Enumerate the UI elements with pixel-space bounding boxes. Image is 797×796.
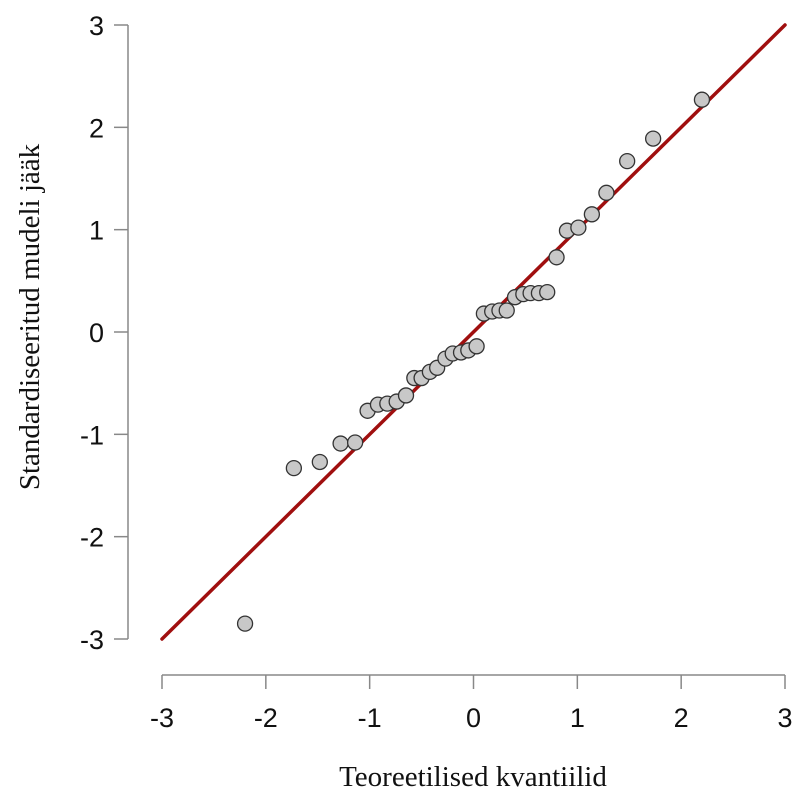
data-point bbox=[346, 434, 364, 451]
data-point bbox=[548, 249, 565, 266]
x-tick-label: 2 bbox=[674, 703, 689, 733]
y-axis-title: Standardiseeritud mudeli jääk bbox=[14, 143, 46, 490]
y-tick-label: -2 bbox=[80, 523, 104, 553]
y-tick-label: 1 bbox=[89, 216, 104, 246]
data-point bbox=[570, 219, 587, 236]
reference-line-group bbox=[160, 23, 787, 641]
x-tick-label: 3 bbox=[777, 703, 792, 733]
x-tick-label: -2 bbox=[254, 703, 278, 733]
data-point bbox=[583, 206, 601, 223]
data-point bbox=[598, 184, 615, 201]
data-point bbox=[311, 453, 328, 471]
y-tick-label: -3 bbox=[80, 625, 104, 655]
data-point bbox=[285, 459, 303, 477]
y-axis: -3 -2 -1 0 1 2 3 bbox=[80, 11, 129, 655]
data-point bbox=[693, 91, 711, 108]
data-point bbox=[619, 152, 636, 170]
data-point bbox=[236, 615, 254, 632]
y-tick-label: 0 bbox=[89, 318, 104, 348]
x-axis: -3 -2 -1 0 1 2 3 bbox=[150, 674, 793, 733]
x-tick-label: -1 bbox=[358, 703, 382, 733]
x-tick-label: 1 bbox=[570, 703, 585, 733]
x-axis-title: Teoreetilised kvantiilid bbox=[339, 761, 607, 793]
y-tick-label: 2 bbox=[89, 113, 104, 143]
data-point bbox=[644, 130, 662, 147]
data-point bbox=[468, 338, 485, 355]
y-tick-label: -1 bbox=[80, 420, 104, 450]
reference-line bbox=[160, 23, 787, 641]
x-tick-label: 0 bbox=[466, 703, 481, 733]
data-point bbox=[539, 283, 556, 301]
y-tick-label: 3 bbox=[89, 11, 104, 41]
data-point bbox=[332, 435, 349, 452]
data-point bbox=[397, 387, 415, 404]
points-group bbox=[236, 91, 711, 632]
x-tick-label: -3 bbox=[150, 703, 174, 733]
data-point bbox=[498, 302, 515, 319]
